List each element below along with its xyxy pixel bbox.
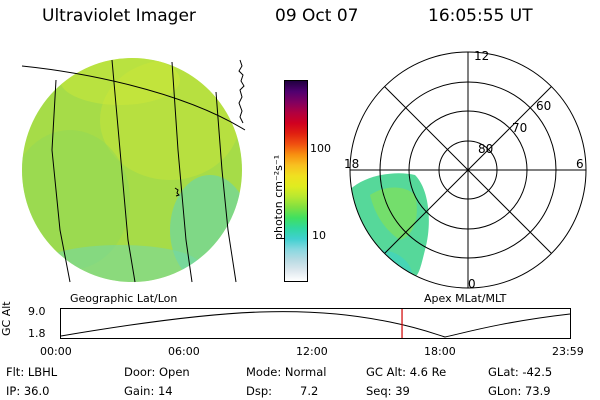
timeline-tick: 06:00 xyxy=(168,345,200,358)
header-date: 09 Oct 07 xyxy=(275,6,359,26)
glat-info: GLat: -42.5 xyxy=(488,365,553,379)
colorbar-tick-low: 10 xyxy=(312,229,326,242)
lat-lon-grid xyxy=(21,59,246,283)
lat-label-70: 70 xyxy=(512,121,527,135)
lat-label-80: 80 xyxy=(478,142,493,156)
door-info: Door: Open xyxy=(124,365,190,379)
mlt-label-6: 6 xyxy=(576,157,584,171)
timeline-y-min: 1.8 xyxy=(28,327,46,340)
glon-info: GLon: 73.9 xyxy=(488,384,551,398)
color-bar xyxy=(284,80,308,282)
timeline-y-label: GC Alt xyxy=(0,301,13,336)
filter-info: Flt: LBHL xyxy=(6,365,58,379)
timeline-tick: 00:00 xyxy=(40,345,72,358)
orbit-timeline xyxy=(60,308,571,339)
mode-info: Mode: Normal xyxy=(246,365,327,379)
altitude-curve xyxy=(60,311,571,338)
dsp-label: Dsp: xyxy=(246,384,273,398)
app-title: Ultraviolet Imager xyxy=(42,6,196,26)
mlt-label-12: 12 xyxy=(474,49,489,63)
coastline xyxy=(238,59,245,124)
mlt-label-0: 0 xyxy=(468,277,476,291)
mlt-label-18: 18 xyxy=(344,157,359,171)
left-panel-caption: Geographic Lat/Lon xyxy=(70,292,178,305)
timeline-tick: 18:00 xyxy=(424,345,456,358)
timeline-tick: 12:00 xyxy=(296,345,328,358)
header-time: 16:05:55 UT xyxy=(428,6,533,26)
dsp-value: 7.2 xyxy=(300,384,319,398)
colorbar-label: photon cm⁻²s⁻¹ xyxy=(272,154,285,240)
lat-label-60: 60 xyxy=(536,99,551,113)
geographic-image xyxy=(21,58,246,283)
ip-info: IP: 36.0 xyxy=(6,384,50,398)
polar-plot: 12 18 6 0 60 70 80 xyxy=(344,49,587,291)
timeline-y-max: 9.0 xyxy=(28,305,46,318)
coastline xyxy=(174,187,180,197)
gain-info: Gain: 14 xyxy=(124,384,173,398)
polar-panel-caption: Apex MLat/MLT xyxy=(424,292,507,305)
seq-info: Seq: 39 xyxy=(366,384,410,398)
colorbar-tick-high: 100 xyxy=(310,142,331,155)
polar-grid xyxy=(349,51,587,289)
gc-alt-info: GC Alt: 4.6 Re xyxy=(366,365,447,379)
timeline-tick: 23:59 xyxy=(552,345,584,358)
